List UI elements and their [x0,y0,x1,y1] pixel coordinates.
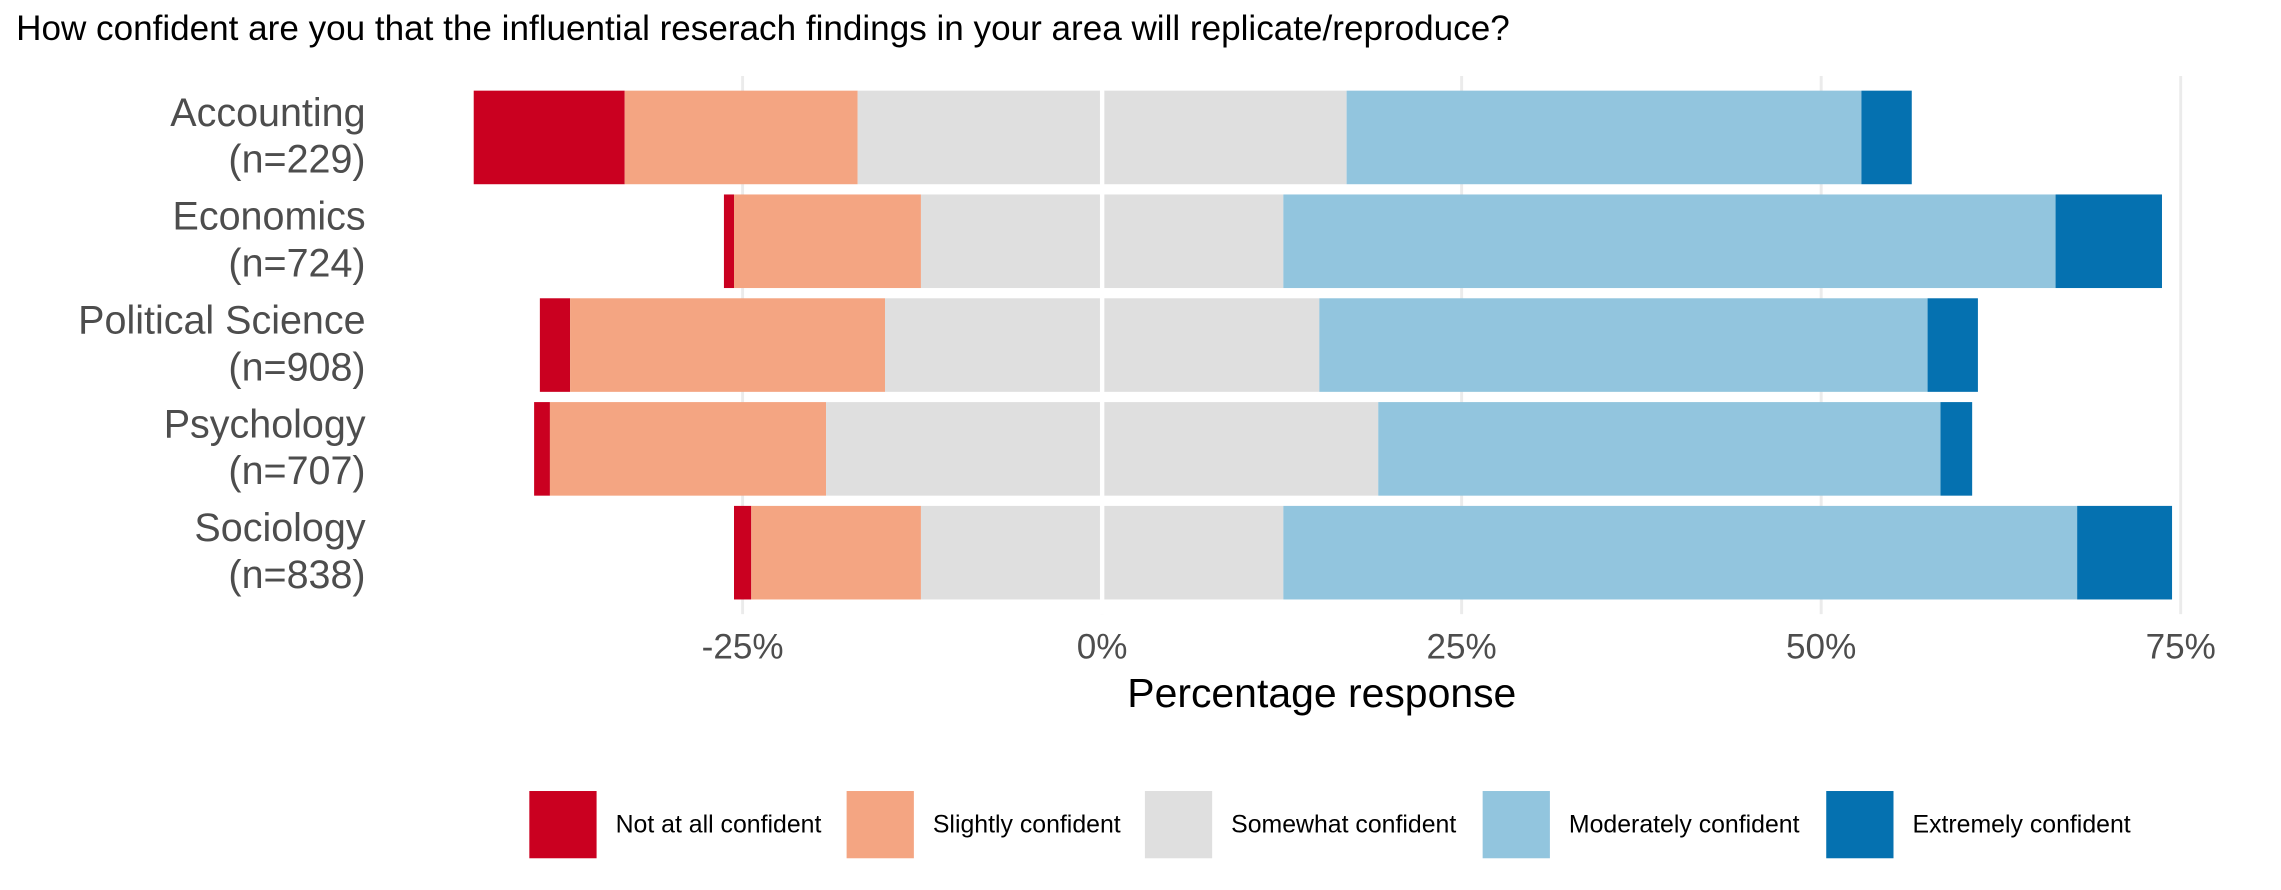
legend-label: Slightly confident [933,812,1121,839]
bar-segment [2077,505,2173,600]
bar-segment [549,402,827,496]
bar-segment [1283,194,2056,289]
category-label: Economics [173,195,366,239]
legend-label: Extremely confident [1913,812,2131,839]
bar-segment [733,194,921,289]
category-label: Political Science [78,299,365,343]
chart-title: How confident are you that the influenti… [16,9,1510,48]
bar-segment [751,505,921,600]
bar-segment [1319,298,1928,392]
legend-label: Not at all confident [616,812,822,839]
bar-segment [570,298,885,392]
category-sublabel: (n=229) [228,138,365,182]
legend-swatch [1826,791,1894,859]
x-tick-label: -25% [702,627,784,666]
bar-segment [473,90,625,185]
category-label: Accounting [170,91,365,135]
bar-segment [1378,402,1941,496]
category-sublabel: (n=908) [228,345,365,389]
bar-segment [1346,90,1862,185]
bar-segment [539,298,571,392]
category-sublabel: (n=707) [228,449,365,493]
bar-segment [1927,298,1978,392]
legend-label: Moderately confident [1569,812,1800,839]
bar-segment [1940,402,1973,496]
category-label: Sociology [194,506,365,550]
legend-swatch [1482,791,1550,859]
category-label: Psychology [164,402,366,446]
x-axis-title: Percentage response [1127,670,1516,716]
x-tick-label: 25% [1427,627,1497,666]
legend-label: Somewhat confident [1231,812,1456,839]
x-tick-label: 50% [1786,627,1856,666]
bar-segment [1283,505,2078,600]
bar-segment [2055,194,2162,289]
category-sublabel: (n=838) [228,553,365,597]
x-tick-label: 0% [1077,627,1128,666]
bar-segment [534,402,550,496]
bar-segment [1861,90,1912,185]
legend-swatch [1144,791,1213,859]
legend-swatch [529,791,597,859]
bar-segment [723,194,734,289]
legend-swatch [846,791,914,859]
bar-segment [733,505,752,600]
bar-segment [624,90,858,185]
x-tick-label: 75% [2146,627,2216,666]
category-sublabel: (n=724) [228,242,365,286]
